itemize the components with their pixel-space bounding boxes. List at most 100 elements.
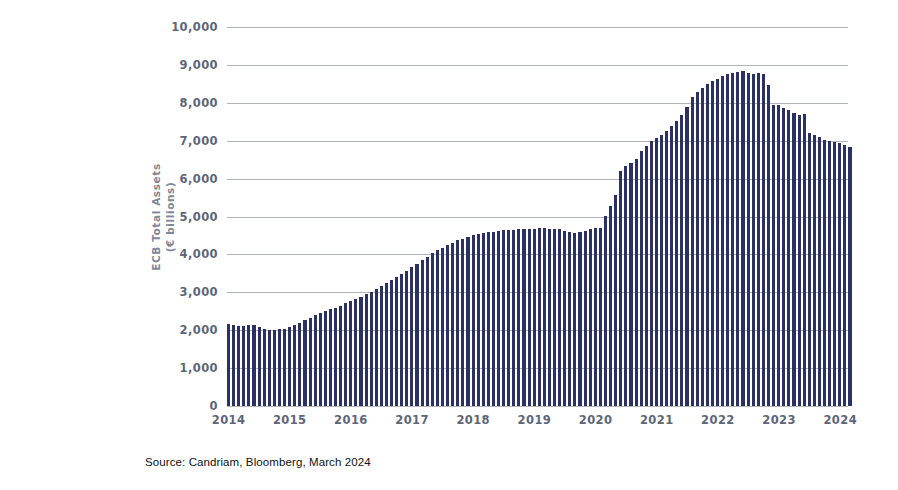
bar	[472, 235, 475, 406]
x-tick-label: 2016	[334, 413, 368, 427]
bar	[456, 240, 459, 406]
bar	[436, 250, 439, 406]
bar	[706, 84, 709, 406]
y-axis-title: ECB Total Assets (€ billions)	[150, 97, 182, 337]
bar	[757, 73, 760, 406]
bar	[390, 280, 393, 406]
x-tick-label: 2019	[518, 413, 552, 427]
bar	[629, 163, 632, 406]
bar	[303, 320, 306, 406]
bar	[645, 146, 648, 406]
bar	[502, 230, 505, 406]
bar	[543, 228, 546, 406]
bar	[604, 216, 607, 406]
bar	[568, 232, 571, 406]
bar	[792, 113, 795, 406]
bar	[762, 74, 765, 406]
bar	[716, 79, 719, 407]
bar	[252, 325, 255, 406]
bar	[533, 229, 536, 406]
bar	[359, 297, 362, 407]
x-tick-label: 2020	[579, 413, 613, 427]
bar	[314, 315, 317, 406]
bar	[741, 71, 744, 406]
bar	[599, 228, 602, 407]
bar	[808, 133, 811, 406]
bar	[410, 267, 413, 406]
bar	[365, 294, 368, 406]
bar	[589, 229, 592, 406]
bar	[548, 229, 551, 406]
bar	[558, 229, 561, 406]
bar	[283, 329, 286, 407]
bar	[685, 107, 688, 406]
bar	[482, 233, 485, 406]
bar	[319, 313, 322, 406]
bar	[349, 301, 352, 406]
bar	[609, 206, 612, 406]
x-tick-label: 2022	[701, 413, 735, 427]
bar	[273, 330, 276, 406]
bar	[838, 143, 841, 406]
y-tick-label: 9,000	[130, 59, 218, 71]
bar	[563, 231, 566, 407]
y-tick-label: 10,000	[130, 21, 218, 33]
bar	[507, 230, 510, 406]
x-tick-label: 2017	[395, 413, 429, 427]
bar	[354, 299, 357, 406]
bar	[232, 325, 235, 406]
bar	[747, 73, 750, 407]
bar	[752, 74, 755, 406]
bar	[242, 326, 245, 407]
bar	[701, 88, 704, 406]
bar	[421, 260, 424, 406]
bar	[477, 234, 480, 406]
bar	[309, 318, 312, 406]
bar	[848, 147, 851, 406]
y-axis-title-line2: (€ billions)	[164, 97, 178, 337]
bar	[721, 76, 724, 406]
bar	[426, 257, 429, 406]
bar	[635, 159, 638, 406]
bar	[680, 115, 683, 406]
bar	[696, 92, 699, 406]
bar	[227, 324, 230, 406]
bar	[670, 126, 673, 406]
bar	[650, 141, 653, 406]
bar	[298, 323, 301, 406]
x-tick-label: 2015	[273, 413, 307, 427]
bar	[293, 325, 296, 406]
bar	[711, 81, 714, 406]
bar	[522, 229, 525, 406]
x-tick-label: 2018	[456, 413, 490, 427]
bar	[334, 308, 337, 407]
bar	[370, 292, 373, 407]
x-tick-label: 2014	[212, 413, 246, 427]
bar	[278, 329, 281, 406]
bar	[578, 232, 581, 406]
bar	[655, 138, 658, 406]
bar	[843, 145, 846, 406]
bar	[624, 166, 627, 406]
bar	[415, 264, 418, 407]
bar	[538, 228, 541, 406]
x-tick-label: 2021	[640, 413, 674, 427]
bar	[813, 135, 816, 406]
bar	[584, 231, 587, 407]
bar	[660, 135, 663, 406]
bar	[237, 326, 240, 406]
x-tick-label: 2024	[823, 413, 857, 427]
bar	[736, 72, 739, 406]
bar	[787, 110, 790, 406]
bar	[497, 231, 500, 406]
x-tick-label: 2023	[762, 413, 796, 427]
bar	[441, 248, 444, 406]
bar	[446, 245, 449, 406]
bar	[772, 105, 775, 406]
bar	[375, 289, 378, 406]
bar	[798, 115, 801, 407]
y-tick-label: 1,000	[130, 362, 218, 374]
bar	[553, 229, 556, 406]
bar	[512, 230, 515, 406]
bar	[803, 114, 806, 406]
